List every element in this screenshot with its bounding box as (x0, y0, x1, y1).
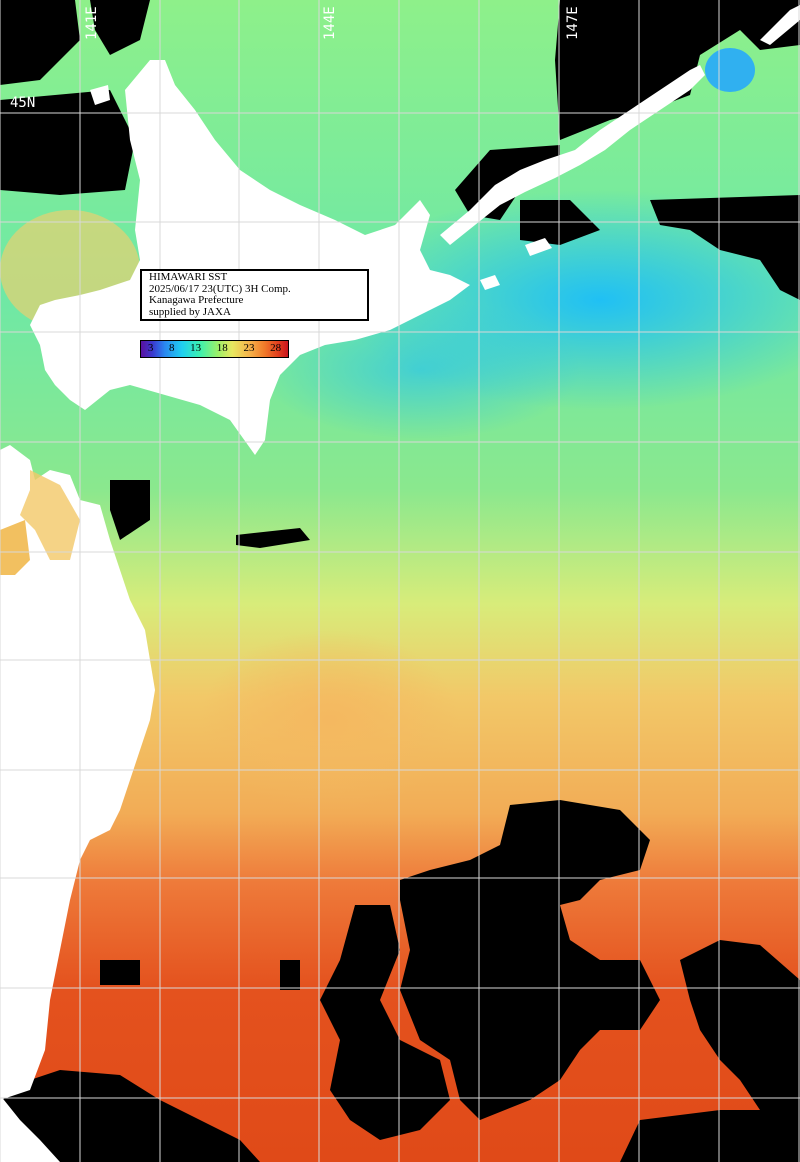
latitude-label-45n: 45N (10, 95, 36, 111)
longitude-label-147e: 147E (565, 6, 581, 40)
longitude-label-141e: 141E (84, 6, 100, 40)
cold-patch-north (705, 48, 755, 92)
warm-eddy (200, 630, 460, 810)
colorbar-ticks: 3 8 13 18 23 28 (140, 342, 289, 356)
coastal-warm-strip (20, 470, 80, 560)
coastal-warm-strip-2 (0, 520, 30, 575)
colorbar-tick: 8 (168, 342, 175, 354)
colorbar-tick: 13 (190, 342, 202, 354)
colorbar-tick: 18 (216, 342, 228, 354)
info-provider-org: Kanagawa Prefecture (149, 294, 244, 306)
colorbar-tick: 28 (270, 342, 282, 354)
info-supplier: supplied by JAXA (149, 305, 231, 318)
colorbar-tick: 23 (243, 342, 255, 354)
info-title: HIMAWARI SST (149, 271, 228, 283)
longitude-label-144e: 144E (322, 6, 338, 40)
colorbar-tick: 3 (147, 342, 154, 354)
colorbar (140, 340, 289, 358)
info-box: HIMAWARI SST 2025/06/17 23(UTC) 3H Comp.… (140, 269, 369, 321)
info-datetime: 2025/06/17 23(UTC) 3H Comp. (149, 282, 291, 295)
